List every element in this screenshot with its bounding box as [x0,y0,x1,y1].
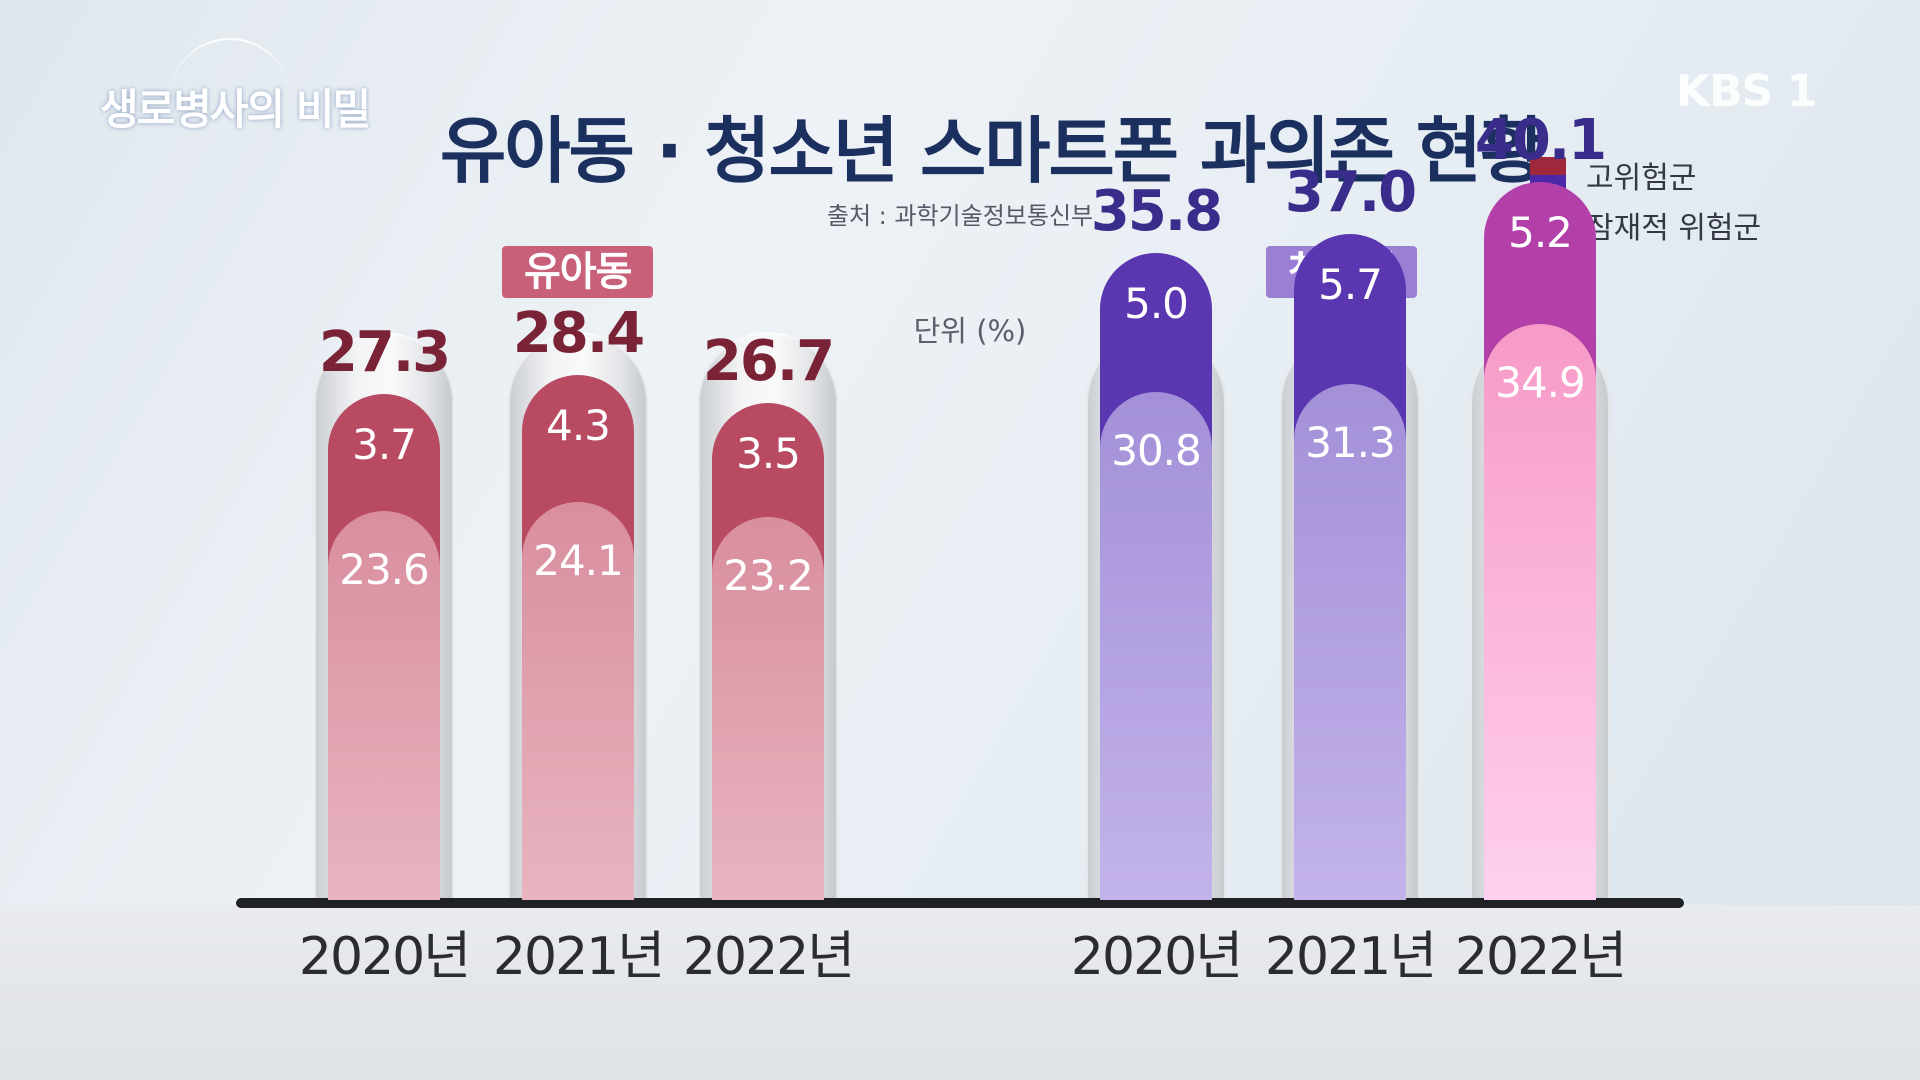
bar-segment-potential-risk [712,517,824,900]
group-label-children: 유아동 [502,246,654,298]
x-tick-label: 2022년 [682,927,855,987]
bar-segment-potential-risk [1294,383,1406,900]
bar-segment-potential-risk [1100,391,1212,900]
chart-title: 유아동 · 청소년 스마트폰 과의존 현황 [440,109,1546,193]
program-logo: 생로병사의 비밀 [100,85,371,134]
channel-logo: KBS 1 [1676,66,1817,117]
legend-label-high-risk: 고위험군 [1586,161,1697,196]
chart-baseline [236,898,1684,908]
data-label-total: 26.7 [702,329,835,395]
bar-segment-potential-risk [1484,324,1596,900]
data-label-total: 37.0 [1284,159,1417,225]
x-tick-label: 2021년 [492,927,665,987]
data-label-potential-risk: 23.6 [339,544,430,594]
chart-unit: 단위 (%) [913,314,1027,348]
data-label-high-risk: 4.3 [546,401,611,451]
data-label-total: 28.4 [512,301,645,367]
program-logo-arc [170,38,290,100]
bar-segment-potential-risk [328,510,440,900]
floor-background [0,905,1920,1080]
data-label-high-risk: 5.0 [1124,279,1189,329]
data-label-high-risk: 5.7 [1318,259,1383,309]
x-tick-label: 2022년 [1454,927,1627,987]
legend-label-potential-risk: 잠재적 위험군 [1586,211,1762,246]
bar-segment-potential-risk [522,502,634,900]
chart-source: 출처 : 과학기술정보통신부 [826,202,1094,230]
x-tick-label: 2021년 [1264,927,1437,987]
x-tick-label: 2020년 [298,927,471,987]
data-label-total: 40.1 [1474,108,1607,174]
data-label-potential-risk: 30.8 [1111,425,1202,475]
data-label-high-risk: 5.2 [1508,208,1573,258]
data-label-potential-risk: 24.1 [533,536,624,586]
data-label-high-risk: 3.7 [352,419,417,469]
data-label-high-risk: 3.5 [736,429,801,479]
data-label-potential-risk: 31.3 [1305,417,1396,467]
data-label-potential-risk: 23.2 [723,551,814,601]
data-label-total: 27.3 [318,319,451,385]
x-tick-label: 2020년 [1070,927,1243,987]
data-label-potential-risk: 34.9 [1495,358,1586,408]
data-label-total: 35.8 [1090,179,1223,245]
